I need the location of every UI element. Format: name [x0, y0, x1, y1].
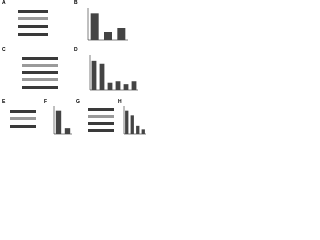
panel-label: A [2, 0, 6, 6]
panel-label: C [2, 47, 6, 53]
blots [10, 10, 114, 132]
blot-band [88, 129, 114, 132]
panel-label: H [118, 99, 122, 105]
blot-band [88, 115, 114, 118]
bar [91, 60, 97, 90]
blot-band [10, 110, 36, 113]
bar [99, 63, 105, 90]
bar [90, 13, 99, 41]
bar [117, 28, 126, 40]
bar [136, 125, 140, 134]
panel-label: F [44, 99, 47, 105]
bar [130, 115, 134, 134]
panel-label: E [2, 99, 6, 105]
bar [64, 128, 71, 134]
bar [123, 84, 129, 90]
figure: A B C D E F G H [2, 0, 146, 135]
blot-band [22, 86, 58, 89]
blot-band [18, 25, 48, 28]
blot-band [22, 57, 58, 60]
panel-label: G [76, 99, 80, 105]
panel-label: B [74, 0, 78, 6]
blot-band [22, 78, 58, 81]
blot-band [22, 64, 58, 67]
blot-band [10, 125, 36, 128]
blot-band [10, 117, 36, 120]
panel-label: D [74, 47, 78, 53]
blot-band [18, 17, 48, 20]
blot-band [18, 10, 48, 13]
bar [141, 129, 145, 134]
bar [125, 110, 129, 134]
blot-band [18, 33, 48, 36]
blot-band [88, 108, 114, 111]
bar [107, 82, 113, 90]
bar [115, 81, 121, 90]
bar [131, 81, 137, 90]
bar [104, 32, 112, 40]
blot-band [88, 122, 114, 125]
blot-band [22, 71, 58, 74]
bar [55, 110, 62, 134]
